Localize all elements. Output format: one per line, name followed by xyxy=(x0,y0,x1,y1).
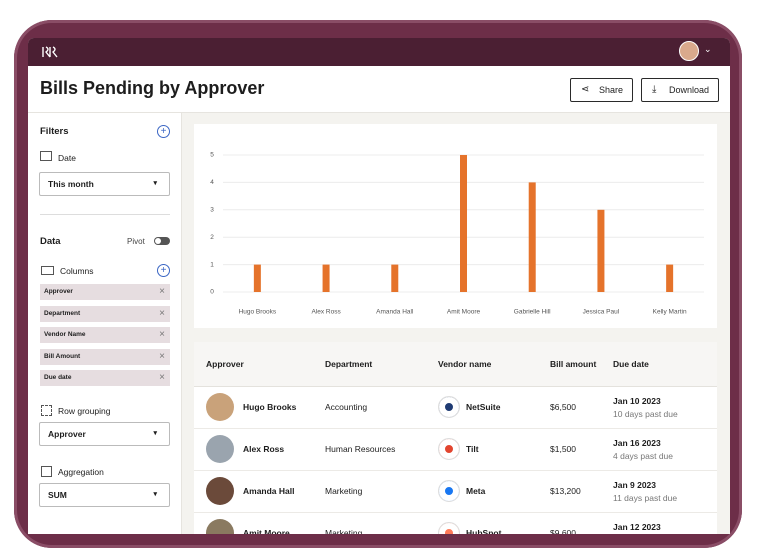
approver-avatar xyxy=(206,435,234,463)
column-header: Approver xyxy=(206,359,244,369)
vendor-logo xyxy=(438,438,460,460)
due-date: Jan 10 2023 xyxy=(613,396,661,406)
pivot-toggle[interactable] xyxy=(154,237,170,245)
date-dropdown[interactable]: This month xyxy=(39,172,170,196)
table-header xyxy=(194,342,717,387)
share-label: Share xyxy=(599,85,624,95)
date-label: Date xyxy=(58,153,76,163)
divider xyxy=(40,214,170,215)
department: Marketing xyxy=(325,486,363,496)
x-tick-label: Gabrielle Hill xyxy=(514,309,551,316)
add-column[interactable]: + xyxy=(157,264,170,277)
vendor-logo xyxy=(438,480,460,502)
approver-name: Hugo Brooks xyxy=(243,402,297,412)
bar xyxy=(597,209,605,292)
x-tick-label: Amanda Hall xyxy=(376,309,414,316)
user-avatar[interactable] xyxy=(679,41,699,61)
aggregation-icon xyxy=(41,466,52,477)
columns-icon xyxy=(41,266,54,275)
x-tick-label: Amit Moore xyxy=(447,309,481,316)
row-grouping-dropdown[interactable]: Approver xyxy=(39,422,170,446)
chart-card: 0 1 2 3 4 5 Hugo Brooks Alex Ross Amanda Hall Ami… xyxy=(194,124,717,328)
download-label: Download xyxy=(669,85,710,95)
bar xyxy=(460,155,467,292)
vendor-name: Meta xyxy=(466,486,486,496)
row-divider xyxy=(194,512,717,513)
approver-name: Amit Moore xyxy=(243,528,290,534)
bar xyxy=(391,264,399,292)
share-button[interactable]: ⋖ Share xyxy=(570,78,633,102)
app-screen: ⌄ Bills Pending by Approver ⋖ Share ⤓ Down… xyxy=(28,38,730,534)
days-past-due: 10 days past due xyxy=(613,409,678,419)
bill-amount: $1,500 xyxy=(550,444,576,454)
y-tick-label: 2 xyxy=(210,234,214,241)
bill-amount: $13,200 xyxy=(550,486,581,496)
vendor-name: NetSuite xyxy=(466,402,501,412)
approver-name: Amanda Hall xyxy=(243,486,295,496)
bills-table: Approver Department Vendor name Bill amount… xyxy=(194,342,717,534)
bill-amount: $6,500 xyxy=(550,402,576,412)
row-divider xyxy=(194,470,717,471)
bar xyxy=(666,264,674,292)
column-chip[interactable]: Due date xyxy=(40,370,170,386)
grouping-icon xyxy=(41,405,52,416)
x-tick-label: Kelly Martin xyxy=(653,309,687,316)
column-chip[interactable]: Bill Amount xyxy=(40,348,170,365)
column-header: Vendor name xyxy=(438,359,492,369)
x-tick-label: Alex Ross xyxy=(311,309,341,316)
due-date: Jan 9 2023 xyxy=(613,480,657,490)
approver-avatar xyxy=(206,477,234,505)
x-tick-label: Jessica Paul xyxy=(583,309,620,316)
due-date: Jan 16 2023 xyxy=(613,438,661,448)
vendor-logo xyxy=(438,396,460,418)
department: Marketing xyxy=(325,528,363,534)
page-title: Bills Pending by Approver xyxy=(40,78,265,98)
column-chip[interactable]: Department xyxy=(40,305,170,322)
add-filter[interactable]: + xyxy=(157,125,170,138)
pivot-label: Pivot xyxy=(127,237,145,246)
y-tick-label: 5 xyxy=(210,152,214,159)
logo xyxy=(42,46,58,58)
due-date: Jan 12 2023 xyxy=(613,522,661,532)
vendor-name: Tilt xyxy=(466,444,479,454)
y-tick-label: 0 xyxy=(210,289,214,296)
approver-avatar xyxy=(206,519,234,534)
row-divider xyxy=(194,428,717,429)
download-button[interactable]: ⤓ Download xyxy=(641,78,719,102)
approver-avatar xyxy=(206,393,234,421)
x-tick-label: Hugo Brooks xyxy=(239,309,277,316)
department: Human Resources xyxy=(325,444,396,454)
column-header: Department xyxy=(325,359,373,369)
y-tick-label: 3 xyxy=(210,207,214,214)
aggregation-label: Aggregation xyxy=(58,467,104,477)
bar xyxy=(253,264,261,292)
approver-name: Alex Ross xyxy=(243,444,285,454)
bar xyxy=(322,264,330,292)
calendar-icon xyxy=(40,151,52,161)
aggregation-dropdown[interactable]: SUM xyxy=(39,483,170,507)
header: Bills Pending by Approver ⋖ Share ⤓ Downlo… xyxy=(28,66,730,113)
columns-label: Columns xyxy=(60,266,94,276)
row-grouping-label: Row grouping xyxy=(58,406,111,416)
column-chip[interactable]: Vendor Name xyxy=(40,327,170,343)
column-header: Due date xyxy=(613,359,649,369)
column-chip[interactable]: Approver xyxy=(40,284,170,300)
days-past-due: 11 days past due xyxy=(613,493,678,503)
vendor-name: HubSpot xyxy=(466,528,502,534)
department: Accounting xyxy=(325,402,368,412)
vendor-logo xyxy=(438,522,460,534)
bill-amount: $9,600 xyxy=(550,528,576,534)
y-tick-label: 1 xyxy=(210,261,214,268)
days-past-due: 4 days past due xyxy=(613,451,674,461)
column-header: Bill amount xyxy=(550,359,597,369)
filters-heading: Filters xyxy=(40,126,69,137)
bar-chart: 0 1 2 3 4 5 Hugo Brooks Alex Ross Amanda Hall Ami… xyxy=(210,152,704,316)
top-bar: ⌄ xyxy=(28,38,730,66)
data-heading: Data xyxy=(40,236,61,247)
user-menu-caret[interactable]: ⌄ xyxy=(704,44,712,54)
y-tick-label: 4 xyxy=(210,179,214,186)
bar xyxy=(528,182,536,292)
sidebar: Filters + Date This month Data Pivot Col… xyxy=(28,113,182,534)
